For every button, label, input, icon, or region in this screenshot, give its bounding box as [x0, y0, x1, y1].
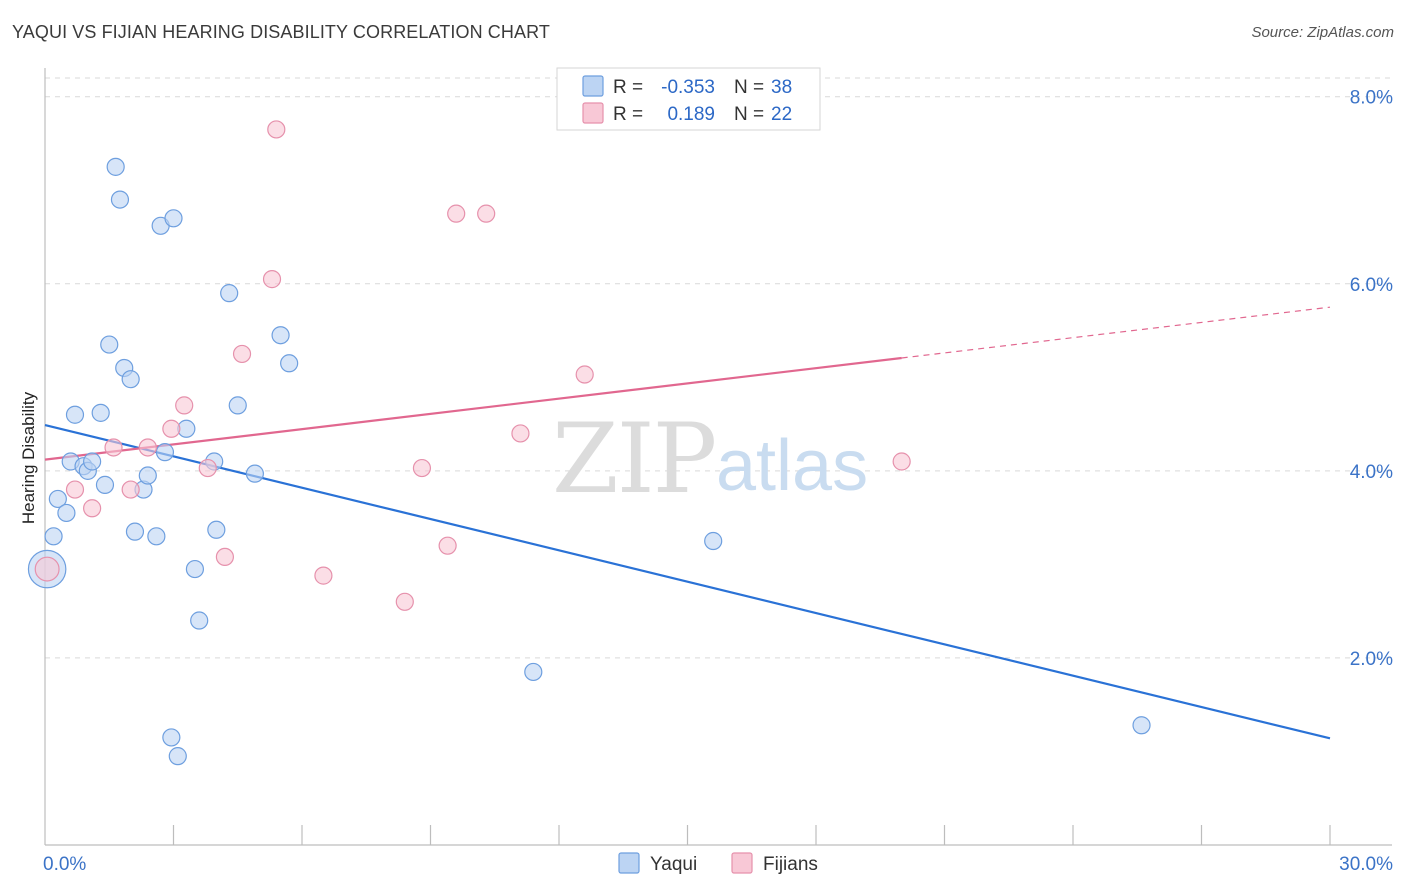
- y-tick-label: 2.0%: [1350, 649, 1393, 670]
- x-tick-label: 30.0%: [1339, 854, 1393, 875]
- point-yaqui: [83, 452, 102, 471]
- legend-r-value-yaqui: -0.353: [661, 77, 715, 98]
- legend-r-label: R =: [613, 77, 643, 98]
- point-fijians: [262, 270, 282, 289]
- point-fijians: [121, 480, 140, 499]
- series-legend: Yaqui Fijians: [618, 852, 818, 875]
- series-label-yaqui: Yaqui: [650, 854, 697, 875]
- point-fijians: [138, 438, 157, 457]
- point-yaqui: [228, 396, 247, 415]
- legend-n-value-yaqui: 38: [771, 77, 792, 98]
- series-legend-item-fijians: Fijians: [731, 852, 818, 875]
- point-yaqui: [110, 190, 130, 209]
- legend-n-value-fijians: 22: [771, 104, 792, 125]
- axes: [44, 68, 1392, 846]
- point-fijians: [395, 592, 414, 611]
- point-yaqui: [65, 405, 85, 424]
- point-yaqui: [185, 559, 205, 579]
- point-fijians: [575, 365, 594, 384]
- point-yaqui: [91, 403, 110, 422]
- point-fijians: [162, 419, 181, 438]
- point-yaqui: [48, 489, 67, 509]
- watermark-zip: ZIP: [552, 403, 715, 515]
- legend-swatch-fijians: [582, 102, 604, 124]
- point-fijians: [65, 480, 85, 499]
- point-yaqui: [164, 209, 183, 228]
- series-swatch-yaqui: [618, 852, 640, 874]
- legend-n-label: N =: [734, 77, 764, 98]
- y-tick-label: 6.0%: [1350, 275, 1393, 296]
- stats-legend-row-fijians: R = 0.189 N = 22: [582, 102, 792, 125]
- point-fijians: [83, 499, 102, 518]
- point-yaqui: [207, 520, 226, 539]
- point-fijians: [438, 536, 457, 555]
- point-yaqui: [704, 531, 723, 551]
- trendline-extension-fijians: [901, 306, 1331, 359]
- point-yaqui: [44, 527, 63, 546]
- legend-r-label: R =: [613, 104, 643, 125]
- y-tick-label: 8.0%: [1350, 88, 1393, 109]
- point-yaqui: [245, 464, 264, 483]
- series-legend-item-yaqui: Yaqui: [618, 852, 697, 875]
- point-fijians: [477, 204, 496, 223]
- y-axis-label: Hearing Disability: [19, 391, 38, 524]
- watermark: ZIP atlas: [552, 403, 868, 515]
- point-fijians: [892, 452, 911, 471]
- series-swatch-fijians: [731, 852, 753, 874]
- point-fijians: [34, 556, 60, 582]
- point-yaqui: [190, 611, 209, 630]
- point-yaqui: [271, 326, 290, 345]
- series-label-fijians: Fijians: [763, 854, 818, 875]
- point-yaqui: [168, 747, 187, 766]
- point-fijians: [232, 344, 252, 364]
- point-fijians: [511, 424, 530, 443]
- watermark-atlas: atlas: [716, 426, 868, 506]
- point-yaqui: [138, 466, 157, 485]
- point-yaqui: [162, 728, 181, 747]
- stats-legend: R = -0.353 N = 38 R = 0.189 N = 22: [556, 67, 821, 131]
- data-points: [27, 120, 1151, 766]
- point-yaqui: [106, 157, 125, 176]
- legend-r-value-fijians: 0.189: [667, 104, 715, 125]
- point-yaqui: [57, 503, 76, 523]
- point-yaqui: [524, 662, 543, 682]
- x-tick-label: 0.0%: [43, 854, 86, 875]
- point-yaqui: [147, 527, 166, 546]
- point-fijians: [215, 547, 234, 567]
- source-credit: Source: ZipAtlas.com: [1251, 24, 1394, 41]
- trendlines: [44, 306, 1331, 740]
- legend-swatch-yaqui: [582, 75, 604, 97]
- point-yaqui: [220, 284, 239, 303]
- y-tick-label: 4.0%: [1350, 462, 1393, 483]
- point-yaqui: [280, 354, 299, 373]
- point-yaqui: [95, 475, 115, 494]
- point-yaqui: [125, 522, 145, 541]
- point-fijians: [104, 438, 123, 457]
- point-fijians: [175, 396, 194, 415]
- point-yaqui: [155, 443, 175, 462]
- point-yaqui: [121, 370, 140, 389]
- trendline-fijians: [44, 356, 902, 461]
- point-fijians: [314, 566, 333, 585]
- point-fijians: [447, 204, 466, 223]
- legend-n-label: N =: [734, 104, 764, 125]
- point-fijians: [198, 458, 217, 478]
- tick-labels: 2.0% 4.0% 6.0% 8.0% 0.0% 30.0%: [43, 88, 1393, 875]
- point-yaqui: [100, 335, 119, 354]
- stats-legend-row-yaqui: R = -0.353 N = 38: [582, 75, 792, 98]
- point-fijians: [412, 458, 432, 478]
- point-fijians: [267, 120, 286, 139]
- point-yaqui: [1132, 716, 1151, 735]
- gridlines: [45, 77, 1392, 659]
- chart-title: YAQUI VS FIJIAN HEARING DISABILITY CORRE…: [12, 22, 550, 42]
